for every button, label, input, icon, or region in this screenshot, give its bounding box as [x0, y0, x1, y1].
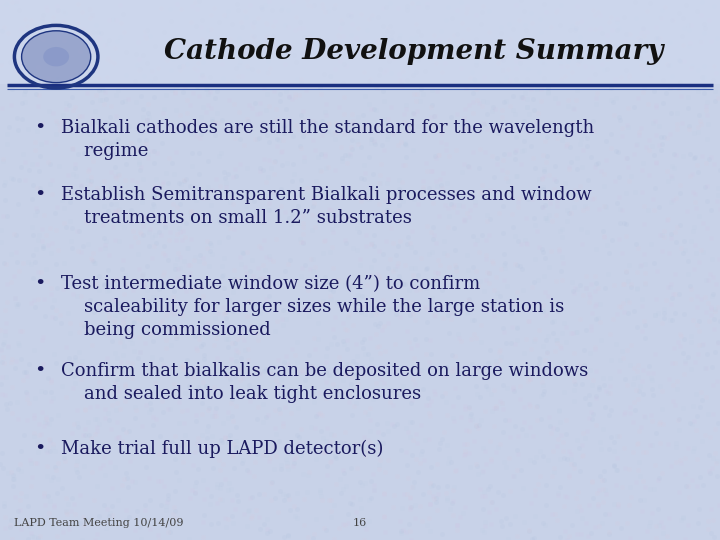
Text: •: •: [34, 186, 45, 204]
Text: •: •: [34, 362, 45, 380]
Text: Test intermediate window size (4”) to confirm
    scaleability for larger sizes : Test intermediate window size (4”) to co…: [61, 275, 564, 339]
Circle shape: [43, 47, 69, 66]
Text: •: •: [34, 275, 45, 293]
Circle shape: [22, 31, 91, 83]
Text: Make trial full up LAPD detector(s): Make trial full up LAPD detector(s): [61, 440, 384, 458]
Text: Confirm that bialkalis can be deposited on large windows
    and sealed into lea: Confirm that bialkalis can be deposited …: [61, 362, 588, 403]
FancyBboxPatch shape: [0, 0, 720, 84]
Text: Bialkali cathodes are still the standard for the wavelength
    regime: Bialkali cathodes are still the standard…: [61, 119, 595, 160]
Text: Cathode Development Summary: Cathode Development Summary: [164, 38, 664, 65]
Text: •: •: [34, 119, 45, 137]
Text: LAPD Team Meeting 10/14/09: LAPD Team Meeting 10/14/09: [14, 518, 184, 528]
Text: 16: 16: [353, 518, 367, 528]
Text: Establish Semitransparent Bialkali processes and window
    treatments on small : Establish Semitransparent Bialkali proce…: [61, 186, 592, 227]
Text: •: •: [34, 440, 45, 458]
